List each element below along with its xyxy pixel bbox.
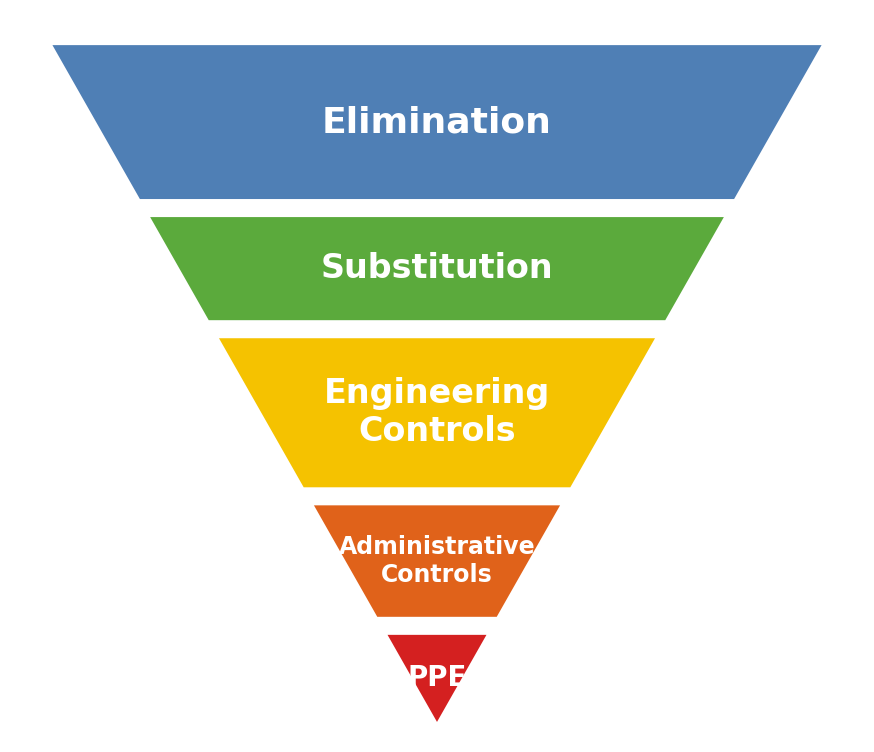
Polygon shape bbox=[387, 635, 487, 722]
Polygon shape bbox=[150, 217, 724, 320]
Text: Elimination: Elimination bbox=[322, 105, 552, 139]
Text: Substitution: Substitution bbox=[321, 252, 553, 285]
Polygon shape bbox=[52, 45, 822, 199]
Text: Engineering
Controls: Engineering Controls bbox=[324, 378, 550, 448]
Text: PPE: PPE bbox=[407, 664, 467, 693]
Polygon shape bbox=[314, 505, 560, 617]
Polygon shape bbox=[219, 338, 655, 487]
Text: Administrative
Controls: Administrative Controls bbox=[339, 535, 535, 587]
